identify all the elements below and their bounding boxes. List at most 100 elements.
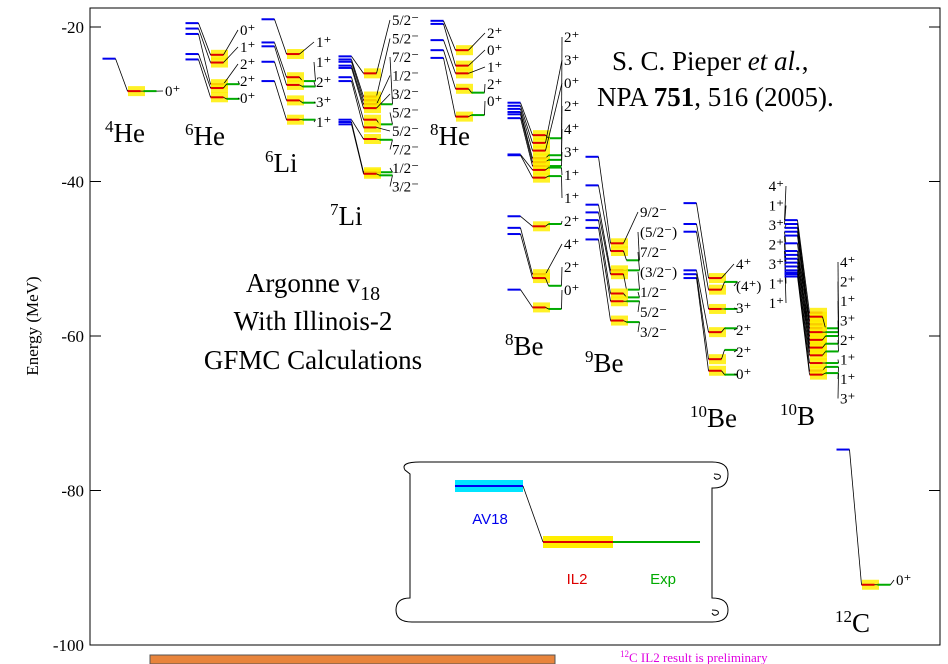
- connector: [822, 335, 826, 341]
- spin-label: 7/2⁻: [392, 143, 419, 159]
- spin-label: (5/2⁻): [640, 225, 677, 241]
- spin-label: 2⁺: [487, 77, 502, 93]
- connector: [351, 124, 364, 174]
- nucleus-mass: 7: [330, 200, 339, 219]
- connector: [797, 220, 810, 313]
- connector: [274, 61, 287, 101]
- label-connector: [484, 100, 486, 116]
- citation-part: NPA: [597, 82, 654, 112]
- legend-label: IL2: [567, 571, 588, 588]
- connector: [274, 19, 287, 55]
- connector: [198, 59, 211, 98]
- citation-part: S. C. Pieper: [612, 46, 748, 76]
- spin-label: 7/2⁻: [392, 50, 419, 66]
- connector: [623, 320, 627, 323]
- nucleus-symbol: Be: [514, 331, 544, 361]
- label-connector: [637, 322, 640, 333]
- spin-label: 3/2⁻: [640, 325, 667, 341]
- connector: [443, 57, 456, 117]
- citation: S. C. Pieper et al.,: [612, 46, 809, 76]
- connector: [274, 42, 287, 78]
- legend-label: Exp: [650, 571, 676, 588]
- label-connector: [637, 291, 640, 298]
- nucleus-name: 4He: [105, 117, 145, 148]
- spin-label: 1⁺: [769, 277, 784, 293]
- label-connector: [376, 19, 391, 74]
- spin-label: 1⁺: [769, 199, 784, 215]
- connector: [520, 154, 533, 171]
- nucleus-mass: 9: [585, 347, 594, 366]
- legend-scroll: [395, 461, 729, 623]
- spin-label: 1/2⁻: [392, 69, 419, 85]
- nucleus-name: 10Be: [690, 402, 737, 433]
- plot-frame: [89, 7, 941, 646]
- citation: NPA 751, 516 (2005).: [597, 82, 834, 112]
- model-name-part: Argonne v: [246, 268, 361, 298]
- connector: [520, 111, 533, 159]
- connector: [623, 274, 627, 290]
- nucleus-symbol: Li: [339, 201, 363, 231]
- connector: [696, 203, 709, 279]
- connector: [520, 155, 533, 178]
- connector: [797, 262, 810, 340]
- spin-label: 2⁺: [564, 260, 579, 276]
- spin-label: 2⁺: [736, 323, 751, 339]
- spin-label: 4⁺: [564, 237, 579, 253]
- connector: [198, 28, 211, 63]
- spin-label: 0⁺: [487, 43, 502, 59]
- spin-label: 3⁺: [564, 145, 579, 161]
- connector: [376, 138, 380, 141]
- spin-label: 0⁺: [240, 23, 255, 39]
- footnote: 12C IL2 result is preliminary: [620, 649, 768, 664]
- nucleus-mass: 8: [505, 330, 514, 349]
- label-connector: [637, 271, 640, 290]
- label-connector: [313, 61, 316, 82]
- connector: [797, 276, 810, 375]
- label-connector: [637, 231, 640, 261]
- connector: [598, 239, 611, 321]
- connector: [598, 185, 611, 252]
- label-connector: [733, 281, 738, 287]
- spin-label: 2⁺: [240, 57, 255, 73]
- label-connector: [299, 41, 315, 55]
- spin-label: 2⁺: [769, 238, 784, 254]
- spin-label: 2⁺: [564, 99, 579, 115]
- connector: [721, 328, 725, 333]
- label-connector: [223, 46, 239, 63]
- citation-part: ,: [802, 46, 809, 76]
- connector: [545, 223, 549, 227]
- connector: [443, 50, 456, 89]
- spin-label: 3⁺: [316, 95, 331, 111]
- connector: [822, 343, 826, 348]
- label-connector: [637, 301, 640, 313]
- connector: [797, 258, 810, 333]
- label-connector: [784, 205, 787, 225]
- connector: [351, 119, 364, 140]
- connector: [351, 67, 364, 109]
- spin-label: 2⁺: [316, 75, 331, 91]
- connector: [274, 46, 287, 86]
- nucleus-mass: 12: [835, 607, 852, 626]
- label-connector: [561, 151, 563, 167]
- spin-label: 0⁺: [240, 91, 255, 107]
- nucleus-symbol: B: [797, 401, 815, 431]
- connector: [598, 156, 611, 244]
- connector: [299, 84, 303, 87]
- y-tick-label: -40: [61, 173, 84, 192]
- footer-box: [149, 654, 556, 664]
- connector: [115, 58, 128, 92]
- connector: [696, 274, 709, 360]
- y-tick-label: -100: [53, 636, 84, 655]
- nucleus-mass: 4: [105, 117, 114, 136]
- label-connector: [389, 167, 393, 173]
- spin-label: (3/2⁻): [640, 265, 677, 281]
- connector: [223, 83, 227, 89]
- spin-label: 2⁺: [840, 275, 855, 291]
- nucleus-name: 7Li: [330, 200, 363, 231]
- spin-label: 3⁺: [840, 392, 855, 408]
- nucleus-mass: 10: [690, 402, 707, 421]
- nucleus-name: 6He: [185, 120, 225, 151]
- connector: [351, 61, 364, 101]
- label-connector: [313, 119, 316, 123]
